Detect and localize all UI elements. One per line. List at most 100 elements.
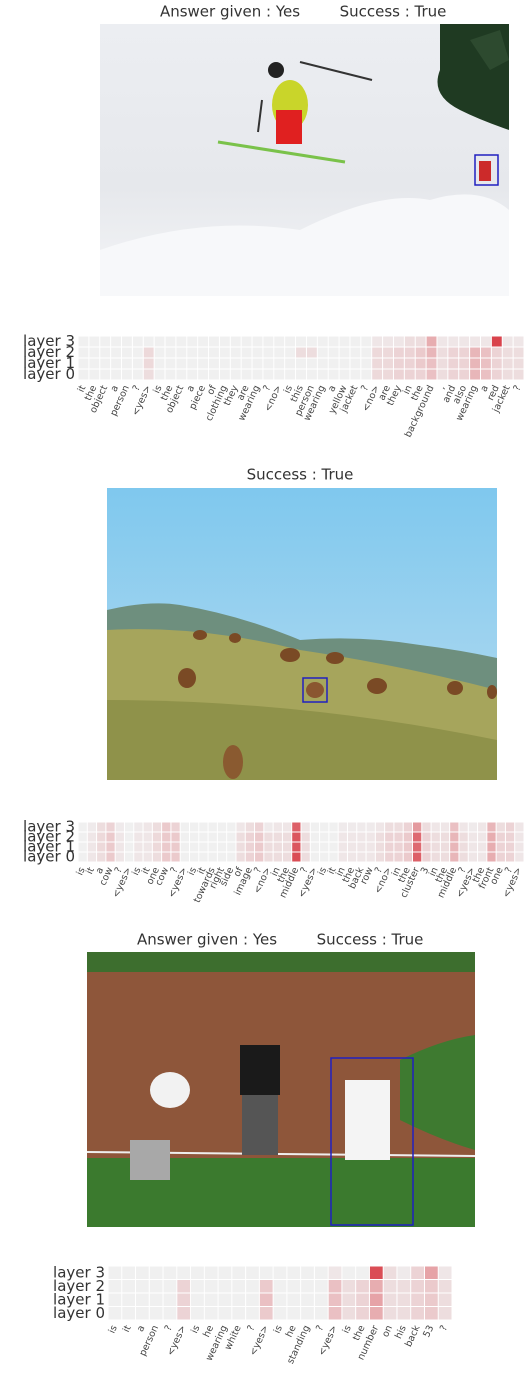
- heatmap-cell: [217, 832, 227, 842]
- heatmap-cell: [397, 1266, 411, 1279]
- heatmap-cell: [217, 822, 227, 832]
- heatmap-cell: [282, 852, 292, 862]
- heatmap-cell: [198, 336, 209, 347]
- x-tick-label: in: [390, 866, 404, 879]
- heatmap-cell: [241, 369, 252, 380]
- heatmap-cell: [154, 347, 165, 358]
- heatmap-cell: [232, 1280, 246, 1293]
- photo-baseball: [86, 952, 476, 1227]
- heatmap-cell: [108, 1280, 122, 1293]
- x-tick-label: is: [74, 866, 87, 878]
- heatmap-cell: [152, 852, 162, 862]
- heatmap-cell: [255, 832, 264, 842]
- heatmap-cell: [440, 842, 450, 852]
- heatmap-cell: [328, 1293, 342, 1306]
- heatmap-cell: [515, 822, 524, 832]
- heatmap-cell: [491, 347, 502, 358]
- heatmap-cell: [338, 822, 347, 832]
- y-tick-label: layer 2: [23, 828, 75, 846]
- heatmap-cell: [204, 1266, 218, 1279]
- heatmap-cell: [106, 852, 115, 862]
- heatmap-cell: [478, 842, 487, 852]
- heatmap-cell: [431, 842, 440, 852]
- heatmap-cell: [124, 822, 134, 832]
- heatmap-cell: [317, 358, 328, 369]
- heatmap-cell: [505, 822, 515, 832]
- heatmap-cell: [111, 369, 122, 380]
- x-tick-label: it: [76, 383, 89, 394]
- heatmap-cell: [124, 832, 134, 842]
- heatmap-cell: [450, 842, 459, 852]
- heatmap-cell: [470, 358, 480, 369]
- heatmap-cell: [310, 832, 320, 842]
- x-tick-label: his: [393, 1324, 409, 1341]
- heatmap-cell: [292, 832, 301, 842]
- panel-title: Success : True: [247, 466, 354, 484]
- x-tick-label: ?: [438, 1324, 450, 1333]
- heatmap-cell: [274, 347, 285, 358]
- x-tick-label: it: [121, 1323, 134, 1334]
- heatmap-cell: [470, 347, 480, 358]
- heatmap-cell: [301, 1280, 314, 1293]
- heatmap-cell: [162, 852, 171, 862]
- x-tick-label: is: [341, 1324, 354, 1336]
- heatmap-cell: [328, 1266, 342, 1279]
- heatmap-cell: [372, 369, 383, 380]
- x-tick-label: a: [326, 384, 338, 394]
- heatmap-cell: [415, 336, 426, 347]
- heatmap-cell: [78, 842, 87, 852]
- heatmap-cell: [424, 1266, 438, 1279]
- heatmap-cell: [366, 832, 375, 842]
- heatmap-cell: [411, 1293, 424, 1306]
- heatmap-cell: [255, 822, 264, 832]
- heatmap-cell: [437, 358, 448, 369]
- heatmap-cell: [383, 1266, 397, 1279]
- heatmap-cell: [108, 1307, 122, 1320]
- heatmap-cell: [245, 842, 255, 852]
- heatmap-cell: [487, 842, 496, 852]
- heatmap-cell: [204, 1280, 218, 1293]
- heatmap-cell: [187, 358, 198, 369]
- heatmap-cell: [496, 852, 505, 862]
- heatmap-cell: [287, 1266, 301, 1279]
- heatmap-cell: [369, 1293, 383, 1306]
- heatmap-cell: [241, 358, 252, 369]
- heatmap-cell: [426, 358, 437, 369]
- heatmap-cell: [383, 347, 393, 358]
- heatmap-cell: [252, 347, 263, 358]
- x-tick-label: ?: [163, 1324, 175, 1333]
- heatmap-cell: [132, 347, 143, 358]
- heatmap-cell: [328, 1307, 342, 1320]
- heatmap-cell: [413, 842, 422, 852]
- heatmap-cell: [310, 852, 320, 862]
- heatmap-cell: [171, 842, 180, 852]
- heatmap-cell: [329, 842, 338, 852]
- heatmap-cell: [366, 852, 375, 862]
- heatmap-cell: [397, 1293, 411, 1306]
- x-tick-label: ?: [373, 866, 385, 875]
- heatmap-cell: [459, 336, 470, 347]
- heatmap-cell: [320, 832, 329, 842]
- heatmap-cell: [97, 822, 106, 832]
- heatmap-cell: [100, 369, 111, 380]
- heatmap-cell: [383, 358, 393, 369]
- heatmap-cell: [152, 842, 162, 852]
- heatmap-cell: [393, 369, 404, 380]
- heatmap-cell: [383, 336, 393, 347]
- heatmap-cell: [236, 842, 245, 852]
- heatmap-cell: [149, 1280, 163, 1293]
- heatmap-cell: [162, 822, 171, 832]
- heatmap-cell: [487, 852, 496, 862]
- heatmap-cell: [361, 336, 372, 347]
- heatmap-cell: [273, 832, 282, 842]
- heatmap-cell: [320, 842, 329, 852]
- heatmap-cell: [356, 1280, 369, 1293]
- heatmap-cell: [306, 347, 317, 358]
- y-tick-label: layer 3: [53, 1263, 105, 1281]
- heatmap-cell: [393, 336, 404, 347]
- heatmap-cell: [154, 369, 165, 380]
- x-tick-label: is: [272, 1324, 285, 1336]
- heatmap-cell: [132, 358, 143, 369]
- heatmap-cell: [317, 347, 328, 358]
- heatmap-cell: [369, 1266, 383, 1279]
